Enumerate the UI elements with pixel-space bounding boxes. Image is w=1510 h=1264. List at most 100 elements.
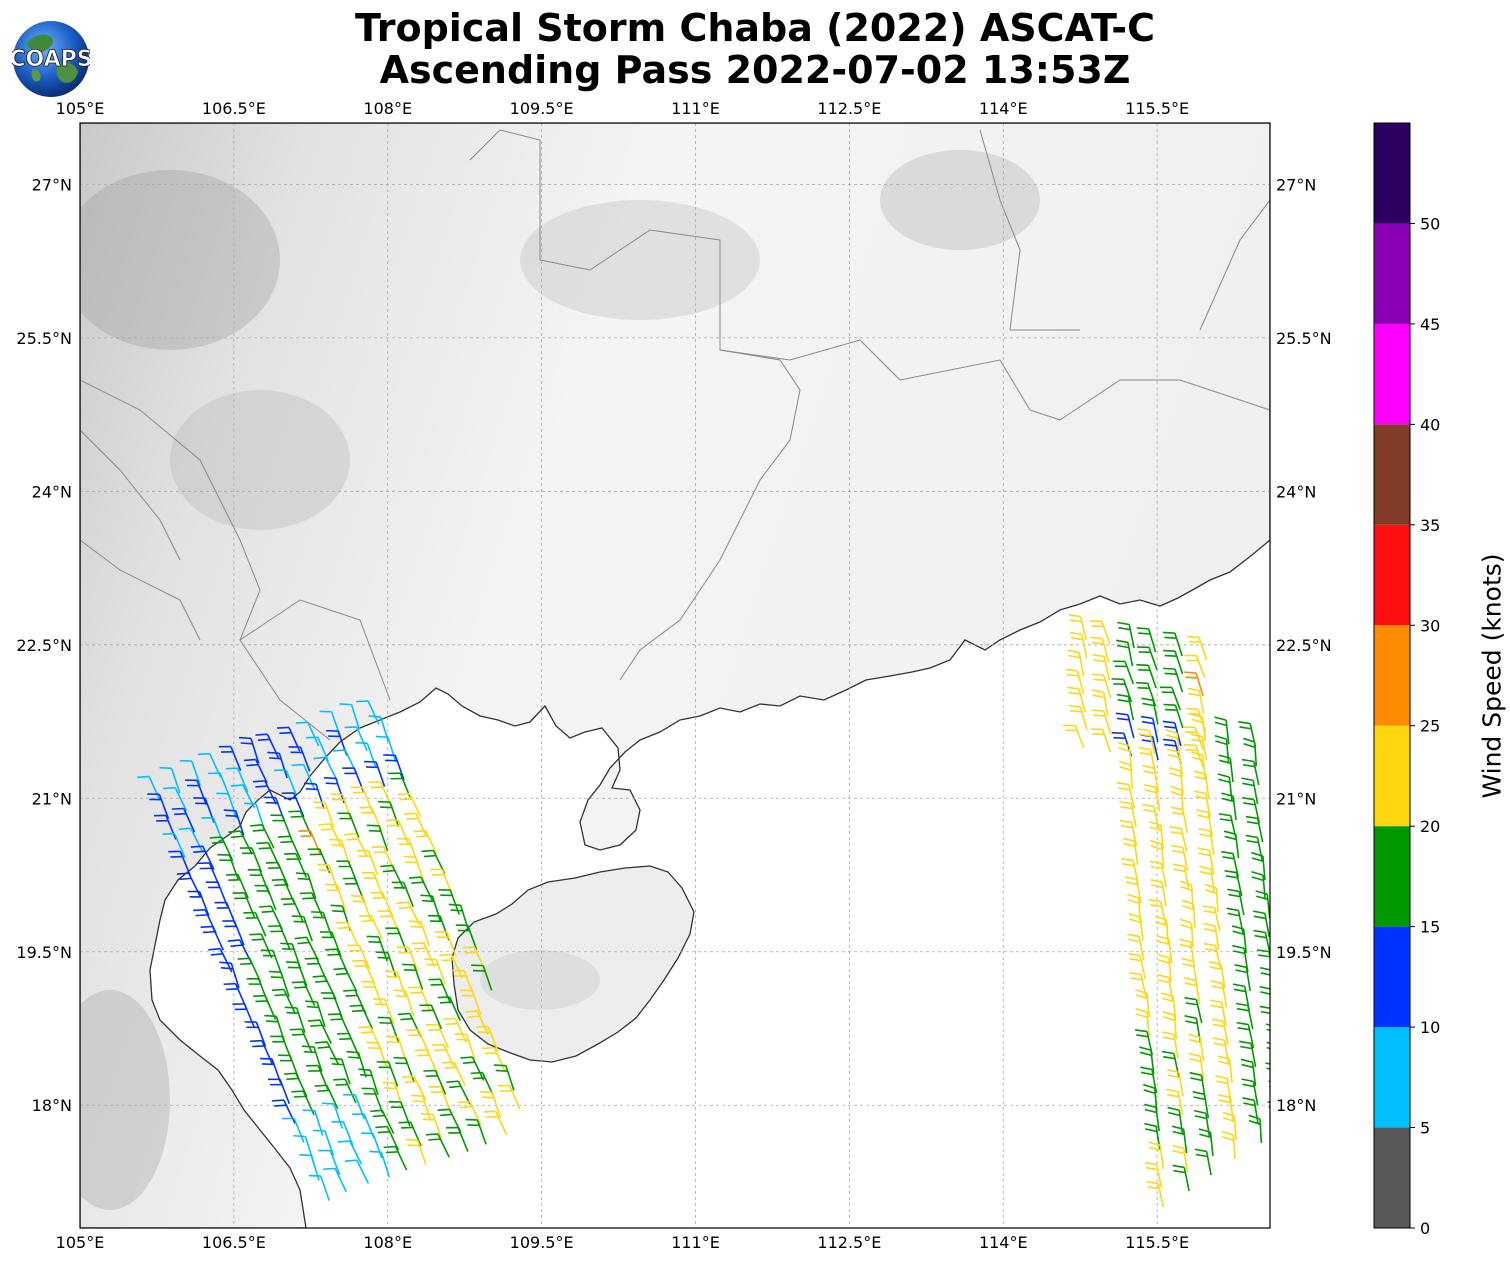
wind-barb: [1167, 1069, 1184, 1097]
wind-barb: [1214, 734, 1230, 764]
wind-barb: [250, 824, 275, 849]
wind-barb: [274, 769, 297, 795]
wind-barb: [350, 894, 372, 922]
wind-barb: [318, 823, 343, 848]
wind-barb: [361, 1087, 384, 1114]
wind-barb: [421, 1113, 443, 1140]
wind-barb: [366, 824, 389, 851]
wind-barb: [265, 861, 289, 887]
wind-barb: [271, 988, 296, 1014]
wind-barb: [375, 1125, 400, 1151]
wind-barb: [1092, 653, 1111, 681]
wind-barb: [402, 1075, 427, 1101]
wind-barb: [282, 1117, 305, 1143]
colorbar-segment: [1374, 625, 1410, 726]
wind-barb: [159, 766, 181, 794]
wind-barb: [1168, 767, 1184, 796]
wind-barb: [349, 1004, 374, 1030]
lon-label-top: 112.5°E: [817, 99, 881, 118]
wind-barb: [1239, 1040, 1257, 1068]
wind-barb: [1236, 1021, 1255, 1049]
chart-title-line2: Ascending Pass 2022-07-02 13:53Z: [379, 48, 1131, 92]
wind-barb: [356, 700, 380, 725]
wind-barb: [1128, 952, 1147, 980]
colorbar-tick-label: 40: [1420, 415, 1440, 434]
wind-barb: [318, 1149, 341, 1176]
wind-barb: [455, 924, 478, 951]
wind-barb: [1184, 997, 1203, 1024]
wind-barb: [1196, 809, 1214, 837]
wind-barb: [1113, 660, 1135, 685]
wind-barb: [1203, 922, 1220, 951]
wind-barb: [219, 961, 240, 989]
wind-barb: [1137, 646, 1158, 671]
wind-barb: [1137, 728, 1156, 755]
wind-barb: [460, 1056, 485, 1081]
wind-barb: [271, 1099, 296, 1124]
wind-barb: [243, 758, 268, 784]
wind-barb: [1169, 826, 1188, 853]
lon-label-top: 111°E: [671, 99, 720, 118]
wind-barb: [1165, 1088, 1184, 1116]
wind-barb: [1265, 1062, 1270, 1070]
wind-barb: [1212, 1037, 1230, 1065]
wind-barb: [1251, 851, 1266, 881]
wind-barb: [443, 1017, 467, 1043]
wind-barb: [323, 777, 345, 804]
wind-barb: [201, 817, 224, 843]
wind-barb: [218, 745, 242, 771]
wind-barb: [1091, 709, 1112, 735]
wind-barb: [343, 832, 369, 858]
lon-label-top: 109.5°E: [510, 99, 574, 118]
wind-barb: [414, 1048, 439, 1074]
wind-barb: [168, 850, 191, 876]
wind-barb: [1111, 678, 1133, 703]
province-borders: [80, 129, 1270, 741]
wind-barbs: [137, 614, 1270, 1208]
wind-barb: [298, 829, 322, 855]
wind-barb: [397, 792, 422, 818]
wind-barb: [1136, 663, 1157, 689]
lon-label-top: 114°E: [979, 99, 1028, 118]
wind-barb: [1235, 1002, 1254, 1030]
wind-barb: [1146, 1180, 1165, 1208]
wind-barb: [364, 760, 386, 787]
wind-barb: [307, 848, 331, 874]
wind-barb: [1217, 1055, 1233, 1084]
lat-label-left: 22.5°N: [16, 636, 72, 655]
wind-barb: [1184, 654, 1206, 679]
lat-label-left: 24°N: [32, 482, 72, 501]
wind-barb: [147, 793, 170, 819]
wind-barb: [336, 1032, 361, 1058]
wind-barb: [425, 1133, 450, 1158]
logo-text: COAPS: [12, 47, 90, 72]
wind-barb: [1157, 935, 1173, 964]
wind-barb: [1119, 800, 1137, 828]
wind-barb: [1259, 985, 1270, 995]
wind-barb: [1115, 712, 1135, 739]
wind-barb: [1222, 1111, 1237, 1141]
wind-barb: [428, 1085, 452, 1112]
wind-barb: [1143, 784, 1161, 812]
wind-barb: [1197, 847, 1215, 875]
wind-barb: [375, 735, 397, 763]
wind-barb: [1245, 834, 1264, 862]
wind-barb: [1091, 689, 1109, 717]
wind-barb: [408, 986, 432, 1012]
lat-label-right: 27°N: [1276, 175, 1316, 194]
wind-barb: [179, 759, 202, 786]
wind-barb: [383, 754, 405, 781]
wind-barb: [1159, 686, 1182, 711]
colorbar-segment: [1374, 725, 1410, 827]
wind-barb: [222, 920, 245, 946]
wind-barb: [1089, 620, 1111, 645]
wind-barb: [1183, 977, 1201, 1005]
coaps-logo-icon: COAPS: [12, 21, 90, 97]
colorbar: 0 5 10 15 20 25 30 35 40 45 50: [1373, 122, 1440, 1238]
wind-barb: [432, 1043, 456, 1069]
wind-barb: [281, 792, 305, 818]
wind-barb: [171, 807, 196, 833]
wind-barb: [402, 963, 424, 990]
wind-barb: [163, 786, 188, 812]
wind-barb: [323, 1167, 347, 1193]
